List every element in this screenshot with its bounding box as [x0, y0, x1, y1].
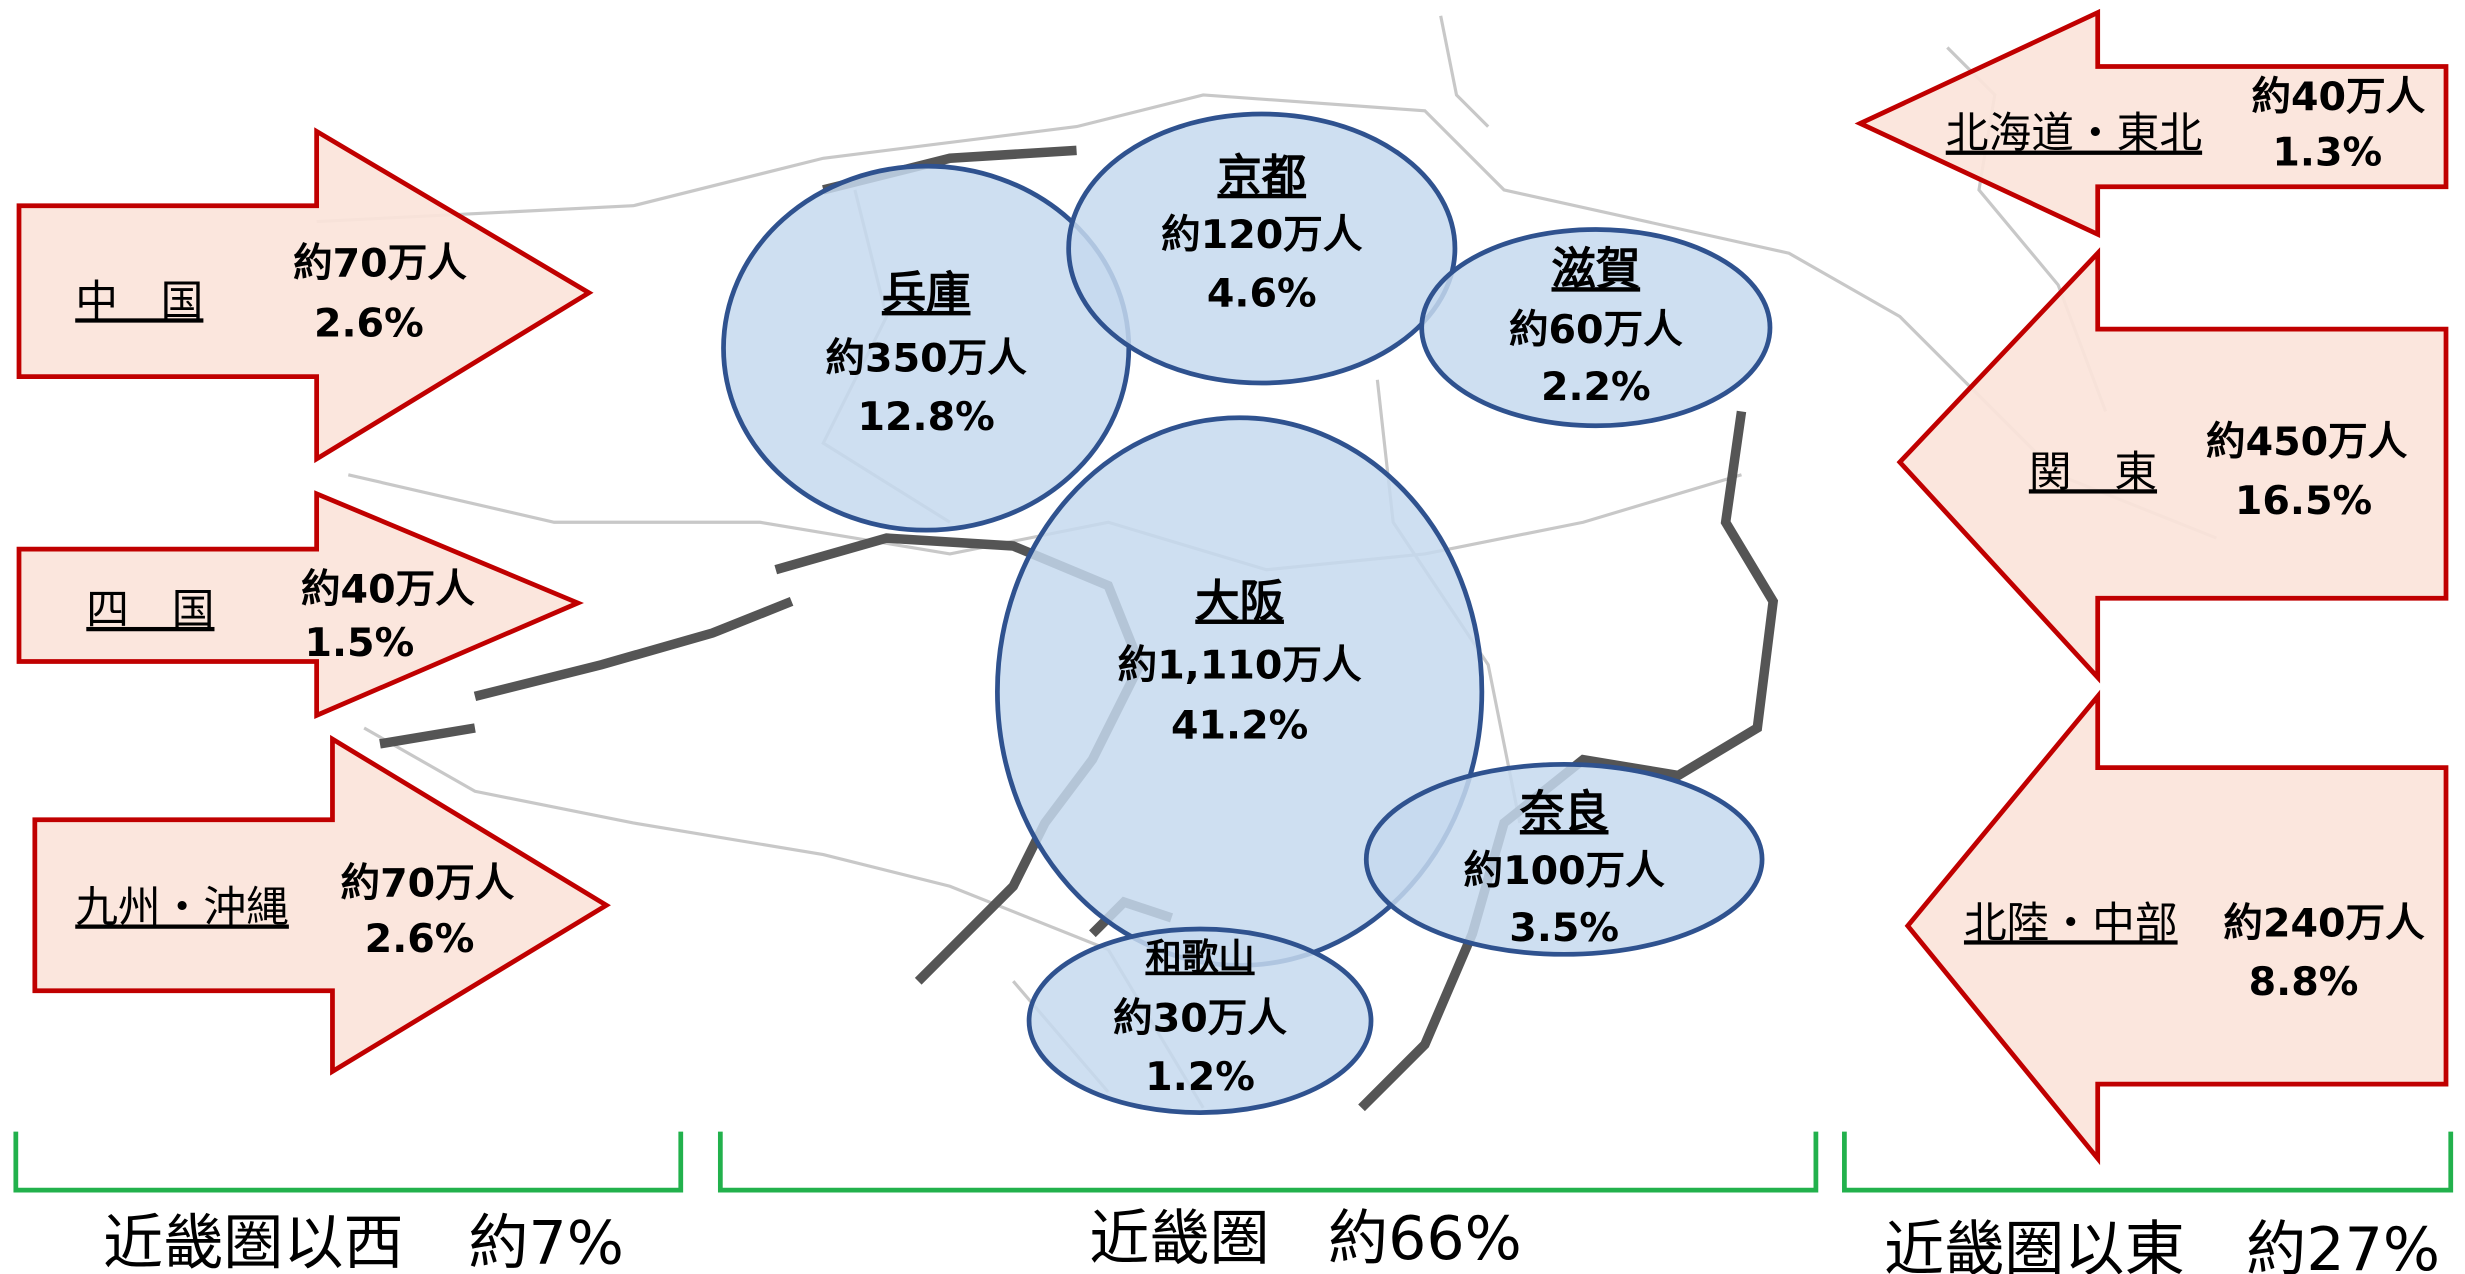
- region-share: 2.6%: [314, 301, 424, 347]
- region-share: 2.2%: [1541, 364, 1651, 410]
- region-name: 関 東: [2029, 447, 2157, 497]
- arrow: [16, 127, 594, 464]
- region-bubble: [1363, 762, 1765, 957]
- region-share: 12.8%: [858, 394, 995, 440]
- region-name: 北海道・東北: [1946, 109, 2202, 159]
- region-share: 1.5%: [305, 620, 415, 666]
- region-name: 和歌山: [1145, 936, 1254, 979]
- region-name: 兵庫: [882, 268, 971, 319]
- kinki-circles: [721, 111, 1773, 1115]
- group-total: 約7%: [468, 1209, 624, 1274]
- group-label: 近畿圏: [1089, 1204, 1269, 1274]
- region-count: 約240万人: [2223, 900, 2425, 946]
- region-count: 約60万人: [1509, 307, 1683, 353]
- region-share: 41.2%: [1171, 703, 1308, 749]
- region-count: 約100万人: [1464, 848, 1666, 894]
- region-share: 16.5%: [2235, 478, 2372, 524]
- region-name: 京都: [1217, 151, 1306, 202]
- region-name: 九州・沖縄: [75, 883, 289, 933]
- group-label: 近畿圏以東: [1884, 1215, 2185, 1274]
- region-bubble: [1419, 227, 1773, 429]
- region-share: 4.6%: [1207, 270, 1317, 316]
- region-count: 約120万人: [1161, 212, 1363, 258]
- group-label: 近畿圏以西: [103, 1209, 404, 1274]
- region-count: 約70万人: [293, 240, 467, 286]
- region-share: 8.8%: [2249, 959, 2359, 1005]
- bracket: [717, 1131, 1819, 1193]
- region-count: 約450万人: [2206, 419, 2408, 465]
- west-arrows: [16, 127, 611, 1076]
- region-count: 約1,110万人: [1118, 642, 1362, 688]
- region-name: 奈良: [1519, 787, 1609, 838]
- region-count: 約350万人: [825, 335, 1027, 381]
- region-name: 北陸・中部: [1964, 898, 2178, 948]
- arrow: [1896, 247, 2449, 684]
- region-share: 1.3%: [2272, 130, 2382, 176]
- region-count: 約40万人: [2251, 74, 2425, 120]
- region-name: 四 国: [86, 585, 214, 635]
- labels: 中 国 約70万人 2.6% 四 国 約40万人 1.5% 九州・沖縄 約70万…: [75, 74, 2425, 1100]
- region-share: 3.5%: [1509, 905, 1619, 951]
- region-name: 滋賀: [1552, 244, 1641, 295]
- region-count: 約40万人: [301, 566, 475, 612]
- group-brackets: 近畿圏以西 約7% 近畿圏 約66% 近畿圏以東 約27%: [13, 1131, 2454, 1274]
- region-count: 約30万人: [1113, 995, 1287, 1041]
- bracket: [1842, 1131, 2454, 1193]
- arrow: [1904, 689, 2449, 1166]
- arrow: [16, 490, 584, 719]
- group-total: 約66%: [1328, 1204, 1522, 1274]
- region-bubble: [1066, 111, 1458, 386]
- arrow: [1854, 8, 2449, 238]
- east-arrows: [1854, 8, 2449, 1166]
- region-share: 2.6%: [365, 916, 475, 962]
- region-count: 約70万人: [341, 861, 515, 907]
- region-share: 1.2%: [1145, 1054, 1255, 1100]
- region-name: 大阪: [1195, 577, 1284, 628]
- region-bubble: [1026, 926, 1374, 1115]
- region-name: 中 国: [75, 276, 203, 326]
- bracket: [13, 1131, 684, 1193]
- group-total: 約27%: [2246, 1215, 2440, 1274]
- arrow: [32, 734, 611, 1076]
